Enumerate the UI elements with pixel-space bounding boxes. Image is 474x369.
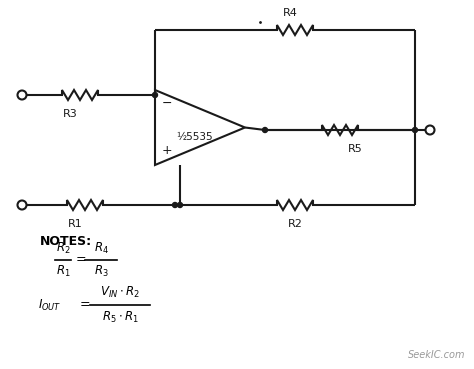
Text: SeekIC.com: SeekIC.com (408, 350, 465, 360)
Circle shape (173, 203, 177, 207)
Text: =: = (80, 299, 91, 311)
Text: −: − (162, 97, 172, 110)
Text: $R_1$: $R_1$ (55, 264, 70, 279)
Text: $I_{OUT}$: $I_{OUT}$ (38, 297, 62, 313)
Text: $R_3$: $R_3$ (94, 264, 109, 279)
Text: R2: R2 (288, 219, 302, 229)
Circle shape (153, 93, 157, 97)
Text: $R_5 \cdot R_1$: $R_5 \cdot R_1$ (101, 310, 138, 325)
Text: R1: R1 (68, 219, 82, 229)
Text: R3: R3 (63, 109, 77, 119)
Text: $V_{IN} \cdot R_2$: $V_{IN} \cdot R_2$ (100, 285, 140, 300)
Text: NOTES:: NOTES: (40, 235, 92, 248)
Circle shape (412, 128, 418, 132)
Text: R4: R4 (283, 8, 298, 18)
Text: $R_2$: $R_2$ (56, 241, 70, 256)
Text: =: = (76, 254, 86, 266)
Text: $R_4$: $R_4$ (93, 241, 109, 256)
Text: ½5535: ½5535 (177, 132, 213, 142)
Circle shape (263, 128, 267, 132)
Circle shape (177, 203, 182, 207)
Text: +: + (162, 144, 173, 156)
Text: R5: R5 (347, 144, 363, 154)
